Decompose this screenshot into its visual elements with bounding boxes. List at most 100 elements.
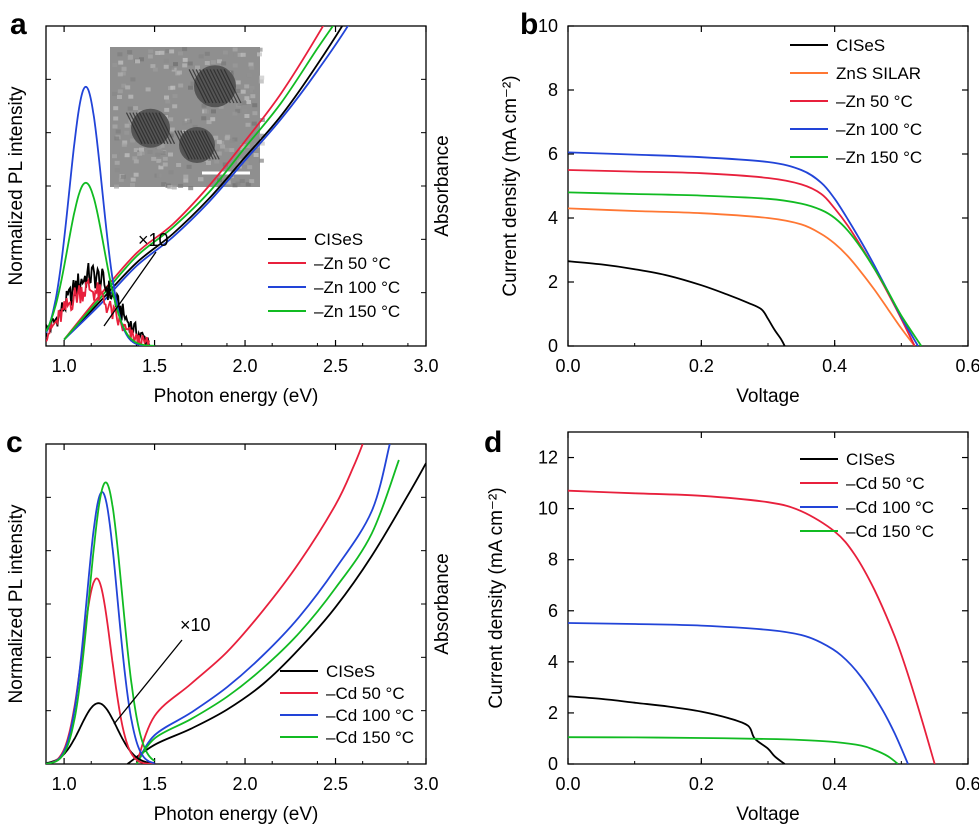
x-tick-label: 2.5 (323, 774, 348, 794)
inset-grain (183, 174, 189, 179)
legend-label: –Zn 50 °C (836, 92, 913, 111)
curves (46, 444, 426, 764)
lattice-fringe (220, 69, 238, 104)
lattice-fringe (192, 130, 208, 160)
lattice-fringe (148, 112, 166, 145)
pl-line (46, 577, 155, 764)
inset-grain (178, 83, 184, 88)
inset-grain (210, 117, 216, 122)
legend-label: –Zn 50 °C (314, 254, 391, 273)
inset-grain (240, 52, 246, 57)
inset-grain (147, 150, 153, 154)
lattice-fringe (198, 130, 214, 160)
lattice-fringe (186, 130, 202, 160)
pl-line (46, 85, 155, 346)
inset-grain (192, 124, 198, 129)
lattice-fringe (145, 112, 163, 145)
inset-grain (121, 142, 127, 147)
lattice-fringe (129, 112, 146, 145)
x-tick-label: 3.0 (413, 356, 438, 376)
y-axis-label: Normalized PL intensity (6, 86, 27, 285)
inset-grain (120, 71, 126, 76)
y-tick-label: 6 (548, 601, 558, 621)
inset-grain (252, 103, 258, 108)
inset-grain (251, 121, 257, 126)
inset-grain (176, 163, 182, 167)
lattice-fringe (132, 112, 150, 145)
inset-grain (124, 153, 130, 158)
x-axis-label: Photon energy (eV) (154, 804, 319, 825)
pl-line (46, 181, 155, 346)
inset-grain (130, 177, 136, 182)
inset-grain (133, 148, 139, 153)
inset-grain (201, 103, 207, 108)
inset-grain (112, 91, 118, 96)
inset-grain (244, 114, 250, 118)
inset-grain (117, 52, 123, 57)
inset-grain (160, 151, 166, 155)
inset-grain (163, 64, 169, 69)
inset-grain (249, 85, 255, 90)
inset-grain (158, 165, 164, 170)
y-tick-label: 4 (548, 208, 558, 228)
inset-grain (168, 117, 174, 122)
inset-grain (161, 182, 167, 187)
x-tick-label: 2.0 (233, 774, 258, 794)
inset-grain (159, 143, 165, 148)
y-axis-label: Normalized PL intensity (6, 504, 27, 703)
inset-grain (232, 63, 238, 68)
inset-grain (164, 95, 169, 100)
jv-line (568, 207, 916, 346)
inset-grain (135, 59, 140, 64)
inset-grain (245, 122, 251, 127)
annotation-line (103, 251, 157, 327)
inset-grain (132, 156, 138, 161)
inset-grain (155, 51, 161, 55)
legend-label: CISeS (326, 662, 375, 681)
absorbance-line (135, 444, 391, 764)
y-tick-label: 8 (548, 80, 558, 100)
legend-label: –Cd 50 °C (326, 684, 405, 703)
x-tick-label: 2.0 (233, 356, 258, 376)
y-tick-label: 10 (538, 16, 558, 36)
absorbance-line (63, 26, 325, 341)
inset-grain (229, 148, 235, 153)
right-axis-label: Absorbance (432, 135, 453, 236)
inset-grain (247, 165, 253, 170)
inset-grain (168, 170, 174, 175)
inset-grain (164, 107, 170, 112)
inset-grain (147, 54, 153, 59)
x-tick-label: 0.0 (555, 774, 580, 794)
inset-grain (259, 75, 265, 80)
inset-grain (119, 151, 125, 156)
inset-grain (210, 60, 216, 65)
curves (46, 26, 349, 346)
lattice-fringe (151, 112, 169, 145)
inset-grain (151, 156, 157, 161)
inset-grain (235, 80, 241, 85)
panel-d: d 0.0 0.2 0.4 0.6 0 2 4 6 8 10 12 Voltage Current den… (484, 426, 979, 825)
inset-grain (137, 151, 143, 156)
inset-grain (130, 138, 136, 143)
inset-grain (178, 183, 184, 188)
legend-label: –Cd 100 °C (846, 498, 934, 517)
inset-grain (156, 158, 162, 163)
inset-grain (115, 129, 121, 134)
lattice-fringe (183, 130, 199, 160)
panel-label: a (10, 8, 27, 41)
y-tick-label: 12 (538, 448, 558, 468)
inset-grain (187, 61, 193, 66)
lattice-fringe (204, 130, 220, 160)
inset-grain (250, 94, 256, 99)
legend-label: –Zn 100 °C (836, 120, 922, 139)
inset-grain (172, 94, 178, 99)
inset-grain (259, 141, 265, 146)
inset-grain (139, 57, 144, 62)
inset-grain (186, 164, 192, 169)
inset-grain (125, 85, 131, 90)
inset-grain (139, 151, 145, 156)
panel-label: d (484, 426, 502, 459)
panel-label: b (520, 8, 538, 41)
absorbance-line (63, 26, 349, 341)
inset-grain (232, 47, 238, 52)
